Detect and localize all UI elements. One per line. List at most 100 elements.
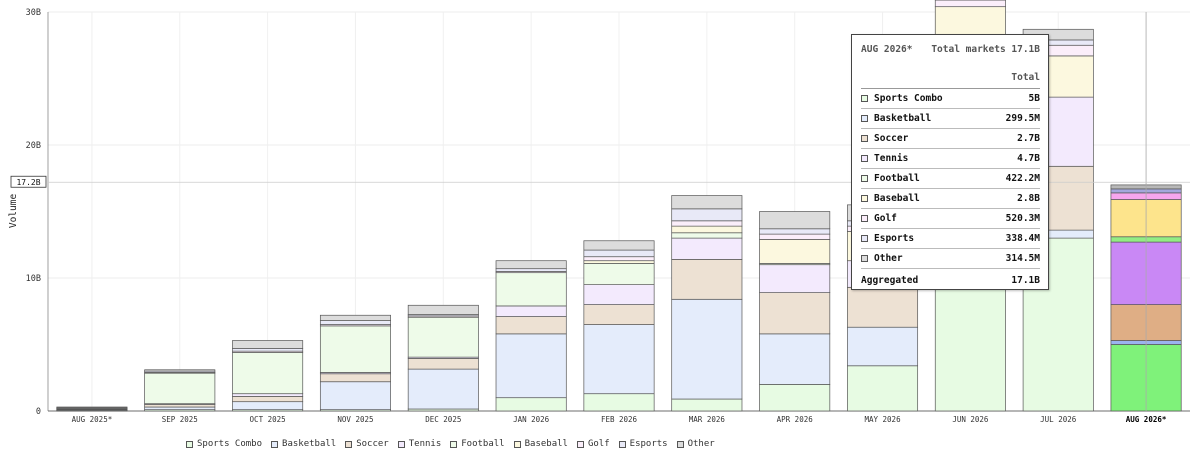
tooltip-row-value: 2.7B: [1017, 133, 1040, 144]
tooltip-row: Football 422.2M: [861, 169, 1040, 189]
bar-segment-other: [232, 340, 304, 349]
bar-segment-basketball: [759, 333, 831, 385]
bar-segment-soccer: [319, 373, 391, 383]
bar-segment-sports-combo: [671, 398, 743, 412]
legend-item-football[interactable]: Football: [450, 439, 505, 449]
bar-segment-esports: [671, 208, 743, 222]
tooltip-row: Other 314.5M: [861, 249, 1040, 269]
tooltip-row-value: 422.2M: [1005, 173, 1040, 184]
bar-segment-other: [319, 314, 391, 321]
legend-label: Sports Combo: [197, 439, 263, 449]
tooltip-row: Esports 338.4M: [861, 229, 1040, 249]
legend-item-basketball[interactable]: Basketball: [271, 439, 336, 449]
bar-segment-sports-combo: [759, 384, 831, 412]
bar-segment-football: [671, 232, 743, 239]
legend-swatch: [271, 440, 279, 448]
bar-segment-other: [56, 406, 128, 409]
tooltip-row-value: 338.4M: [1005, 233, 1040, 244]
bar-segment-tennis: [671, 237, 743, 260]
bar-segment-basketball: [847, 326, 919, 367]
bar-segment-golf: [934, 0, 1006, 8]
x-tick-label: OCT 2025: [250, 415, 286, 424]
tooltip-swatch: [861, 255, 868, 262]
legend-item-golf[interactable]: Golf: [576, 439, 610, 449]
legend-item-soccer[interactable]: Soccer: [345, 439, 389, 449]
bar-segment-soccer: [495, 316, 567, 335]
legend-swatch: [450, 440, 458, 448]
x-tick-label: JUL 2026: [1040, 415, 1077, 424]
tooltip-swatch: [861, 215, 868, 222]
bar-segment-football: [144, 372, 216, 405]
tooltip-row-label: Other: [874, 253, 903, 264]
y-tick-label: 30B: [26, 8, 41, 18]
legend-label: Football: [461, 439, 505, 449]
tooltip-row-value: 4.7B: [1017, 153, 1040, 164]
bar-segment-football: [583, 263, 655, 285]
legend-item-baseball[interactable]: Baseball: [513, 439, 568, 449]
bar-segment-other: [671, 195, 743, 210]
legend-label: Baseball: [524, 439, 568, 449]
tooltip-swatch: [861, 135, 868, 142]
tooltip-row-label: Basketball: [874, 113, 932, 124]
bar-segment-golf: [583, 256, 655, 262]
legend-swatch: [576, 440, 584, 448]
bar-segment-basketball: [232, 401, 304, 411]
bar-segment-sports-combo: [495, 397, 567, 412]
bar-segment-soccer: [847, 286, 919, 328]
bar-segment-other: [495, 260, 567, 270]
tooltip-row: Tennis 4.7B: [861, 149, 1040, 169]
y-tick-label: 20B: [26, 141, 41, 151]
bar-segment-tennis: [583, 284, 655, 305]
legend-swatch: [345, 440, 353, 448]
bar-segment-tennis: [759, 264, 831, 293]
y-marker-label: 17.2B: [16, 178, 40, 187]
legend-swatch: [618, 440, 626, 448]
bar-segment-basketball: [583, 324, 655, 395]
legend-label: Golf: [587, 439, 610, 449]
bar-segment-soccer: [232, 396, 304, 403]
bar-segment-basketball: [319, 381, 391, 411]
tooltip-row-label: Tennis: [874, 153, 909, 164]
tooltip-rows: Sports Combo 5B Basketball 299.5M Soccer 2.7B…: [861, 89, 1040, 269]
bar-segment-soccer: [759, 292, 831, 335]
bar-segment-basketball: [144, 406, 216, 411]
bar-segment-baseball: [583, 260, 655, 264]
bar-segment-esports: [495, 268, 567, 272]
bar-segment-football: [319, 325, 391, 373]
bar-segment-esports: [319, 320, 391, 325]
bar-segment-esports: [232, 348, 304, 352]
y-axis-label: Volume: [8, 194, 19, 229]
bar-segment-golf: [759, 233, 831, 240]
bar-segment-baseball: [759, 239, 831, 264]
tooltip-aggregated-label: Aggregated: [861, 274, 919, 286]
legend-item-sports-combo[interactable]: Sports Combo: [186, 439, 262, 449]
x-tick-label: MAY 2026: [864, 415, 901, 424]
legend-label: Other: [687, 439, 715, 449]
legend-item-other[interactable]: Other: [676, 439, 715, 449]
legend-label: Tennis: [408, 439, 442, 449]
legend-item-tennis[interactable]: Tennis: [397, 439, 442, 449]
bar-segment-sports-combo: [583, 393, 655, 412]
legend-item-esports[interactable]: Esports: [618, 439, 668, 449]
tooltip-row: Sports Combo 5B: [861, 89, 1040, 109]
legend-swatch: [397, 440, 405, 448]
bar-segment-soccer: [583, 304, 655, 325]
bar-segment-soccer: [671, 259, 743, 300]
tooltip-column-header: Total: [861, 72, 1040, 89]
tooltip-swatch: [861, 115, 868, 122]
x-tick-label: JUN 2026: [952, 415, 989, 424]
tooltip-row-value: 5B: [1028, 93, 1040, 104]
bar-segment-football: [232, 352, 304, 395]
x-tick-label: DEC 2025: [425, 415, 461, 424]
bar-segment-football: [495, 272, 567, 307]
x-tick-label: SEP 2025: [162, 415, 198, 424]
tooltip-row-value: 520.3M: [1005, 213, 1040, 224]
legend-swatch: [513, 440, 521, 448]
x-tick-label: JAN 2026: [513, 415, 550, 424]
y-marker-box: [10, 175, 47, 188]
hover-tooltip: AUG 2026* Total markets 17.1B Total Spor…: [851, 34, 1049, 290]
tooltip-row: Soccer 2.7B: [861, 129, 1040, 149]
tooltip-row-label: Golf: [874, 213, 897, 224]
tooltip-row-label: Soccer: [874, 133, 909, 144]
x-tick-label: AUG 2026*: [1126, 415, 1167, 424]
